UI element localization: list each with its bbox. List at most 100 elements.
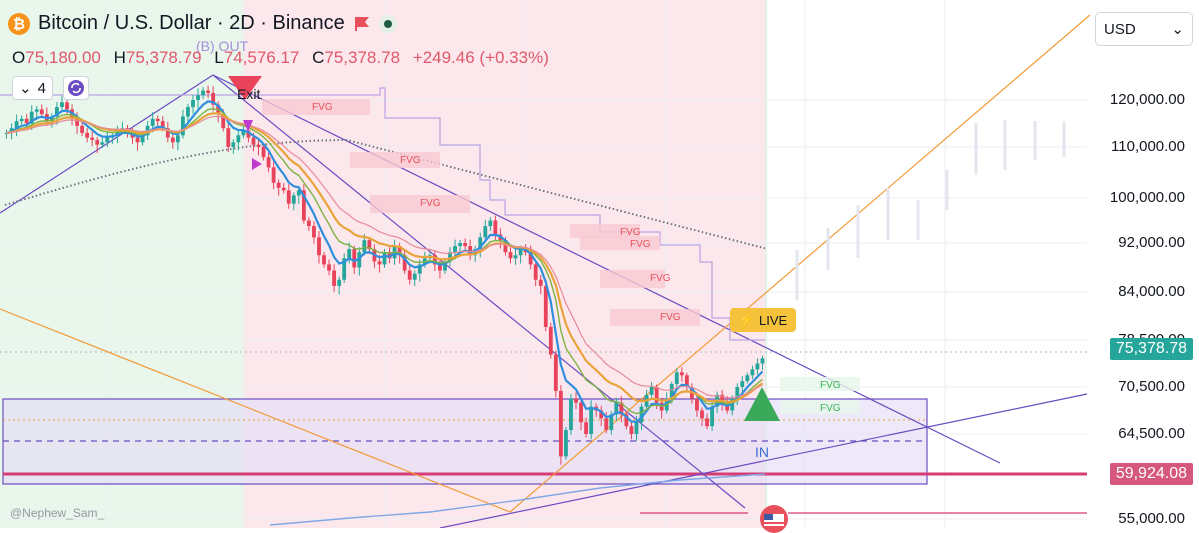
- ema-fast-line: [6, 100, 764, 423]
- candle-body: [700, 410, 704, 419]
- candle-body: [24, 118, 29, 124]
- bull-zone-right: [765, 0, 767, 528]
- fvg-label: FVG: [400, 155, 421, 166]
- author-watermark: @Nephew_Sam_: [10, 506, 105, 520]
- candle-body: [710, 406, 714, 427]
- candle-body: [312, 226, 316, 238]
- candle-body: [493, 220, 498, 235]
- indicator-controls: ⌄ 4: [12, 76, 89, 100]
- live-badge[interactable]: ⚡ LIVE: [730, 308, 796, 332]
- fvg-label: FVG: [420, 198, 441, 209]
- candle-body: [695, 398, 699, 411]
- candle-body: [236, 135, 241, 143]
- candle-body: [175, 135, 180, 143]
- fvg-zone: [780, 377, 860, 391]
- trailing-stop-line: [0, 87, 765, 341]
- currency-select[interactable]: USD ⌄: [1095, 12, 1193, 46]
- candle-body: [579, 402, 583, 423]
- candle-body: [100, 142, 105, 145]
- candle-body: [140, 135, 145, 143]
- candle-body: [543, 285, 548, 327]
- candle-body: [90, 137, 95, 140]
- ohlc-readout: O75,180.00 H75,378.79 L74,576.17 C75,378…: [12, 48, 549, 67]
- candle-body: [261, 147, 266, 158]
- candle-body: [135, 137, 140, 143]
- candle-body: [468, 246, 473, 256]
- candle-body: [246, 130, 251, 138]
- candle-body: [155, 118, 160, 122]
- sma-200-line: [4, 139, 766, 250]
- candle-body: [165, 128, 170, 138]
- candle-body: [196, 95, 200, 100]
- candle-body: [281, 187, 286, 191]
- candle-body: [55, 107, 59, 117]
- candle-body: [4, 132, 9, 134]
- candle-body: [382, 252, 387, 265]
- fvg-zone: [580, 236, 660, 250]
- orange-down-line: [0, 308, 511, 513]
- candle-body: [402, 255, 407, 271]
- chevron-down-icon: ⌄: [19, 80, 32, 97]
- candle-body: [750, 369, 755, 376]
- lightning-icon: ⚡: [738, 312, 755, 327]
- candle-body: [39, 109, 44, 115]
- candle-body: [518, 249, 523, 256]
- in-label: IN: [755, 444, 769, 460]
- candle-body: [624, 414, 629, 427]
- candle-body: [538, 279, 543, 286]
- candle-body: [453, 246, 457, 253]
- fvg-label: FVG: [630, 239, 651, 250]
- candle-body: [241, 130, 246, 136]
- fvg-label: FVG: [660, 312, 681, 323]
- candle-body: [448, 252, 452, 262]
- candle-body: [317, 237, 321, 256]
- signal-marks: Exit (B) OUT IN: [196, 38, 780, 460]
- candle-body: [296, 190, 301, 196]
- candle-body: [599, 410, 604, 419]
- candle-body: [170, 137, 175, 143]
- high-value: 75,378.79: [125, 48, 202, 67]
- candle-body: [755, 363, 760, 370]
- candle-body: [14, 121, 19, 129]
- buy-triangle-icon: [744, 387, 780, 421]
- candle-body: [332, 270, 337, 286]
- candle-body: [49, 116, 54, 122]
- candle-body: [533, 264, 538, 280]
- candle-body: [301, 190, 306, 221]
- candle-body: [634, 422, 639, 434]
- us-flag-event-icon[interactable]: [760, 505, 788, 533]
- market-status-icon[interactable]: [378, 14, 397, 33]
- candle-body: [574, 398, 578, 403]
- overlay-lines: [0, 14, 1091, 528]
- candle-body: [548, 326, 553, 355]
- candle-body: [362, 240, 367, 253]
- indicators-toggle[interactable]: ⌄ 4: [12, 76, 53, 100]
- candle-body: [387, 252, 392, 259]
- candle-body: [256, 144, 261, 147]
- candle-body: [760, 358, 765, 364]
- candle-body: [160, 121, 165, 129]
- candle-body: [589, 406, 594, 434]
- flag-icon[interactable]: [353, 16, 371, 32]
- candle-body: [553, 354, 558, 391]
- candle-body: [306, 220, 311, 227]
- candle-body: [186, 107, 190, 117]
- axis-tick-label: 120,000.00: [1109, 91, 1185, 108]
- candle-body: [397, 246, 402, 256]
- axis-tick-label: 110,000.00: [1111, 138, 1185, 155]
- candle-body: [251, 137, 256, 145]
- fvg-label: FVG: [650, 273, 671, 284]
- candle-body: [478, 237, 483, 250]
- down-arrow-icon: [243, 120, 253, 132]
- fvg-label: FVG: [312, 102, 333, 113]
- axis-tick-label: 100,000.00: [1109, 189, 1185, 206]
- candle-body: [286, 190, 291, 204]
- candle-body: [221, 114, 226, 129]
- symbol-title[interactable]: Bitcoin / U.S. Dollar · 2D · Binance: [38, 12, 345, 34]
- candle-body: [271, 167, 276, 183]
- refresh-icon[interactable]: [62, 76, 89, 100]
- open-value: 75,180.00: [25, 48, 101, 67]
- candle-body: [75, 118, 79, 126]
